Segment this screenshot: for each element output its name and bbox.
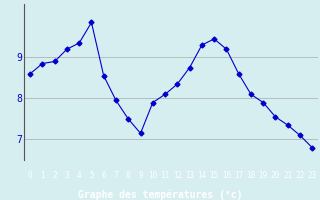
Text: Graphe des températures (°c): Graphe des températures (°c) [78, 190, 242, 200]
Text: 13: 13 [185, 171, 194, 180]
Text: 0: 0 [28, 171, 32, 180]
Text: 18: 18 [246, 171, 256, 180]
Text: 2: 2 [52, 171, 57, 180]
Text: 5: 5 [89, 171, 94, 180]
Text: 1: 1 [40, 171, 45, 180]
Text: 21: 21 [283, 171, 292, 180]
Text: 4: 4 [77, 171, 82, 180]
Text: 12: 12 [173, 171, 182, 180]
Text: 7: 7 [114, 171, 118, 180]
Text: 9: 9 [138, 171, 143, 180]
Text: 3: 3 [65, 171, 69, 180]
Text: 19: 19 [259, 171, 268, 180]
Text: 14: 14 [197, 171, 206, 180]
Text: 8: 8 [126, 171, 131, 180]
Text: 20: 20 [271, 171, 280, 180]
Text: 17: 17 [234, 171, 243, 180]
Text: 16: 16 [222, 171, 231, 180]
Text: 10: 10 [148, 171, 157, 180]
Text: 15: 15 [210, 171, 219, 180]
Text: 6: 6 [101, 171, 106, 180]
Text: 22: 22 [295, 171, 305, 180]
Text: 23: 23 [308, 171, 317, 180]
Text: 11: 11 [160, 171, 170, 180]
